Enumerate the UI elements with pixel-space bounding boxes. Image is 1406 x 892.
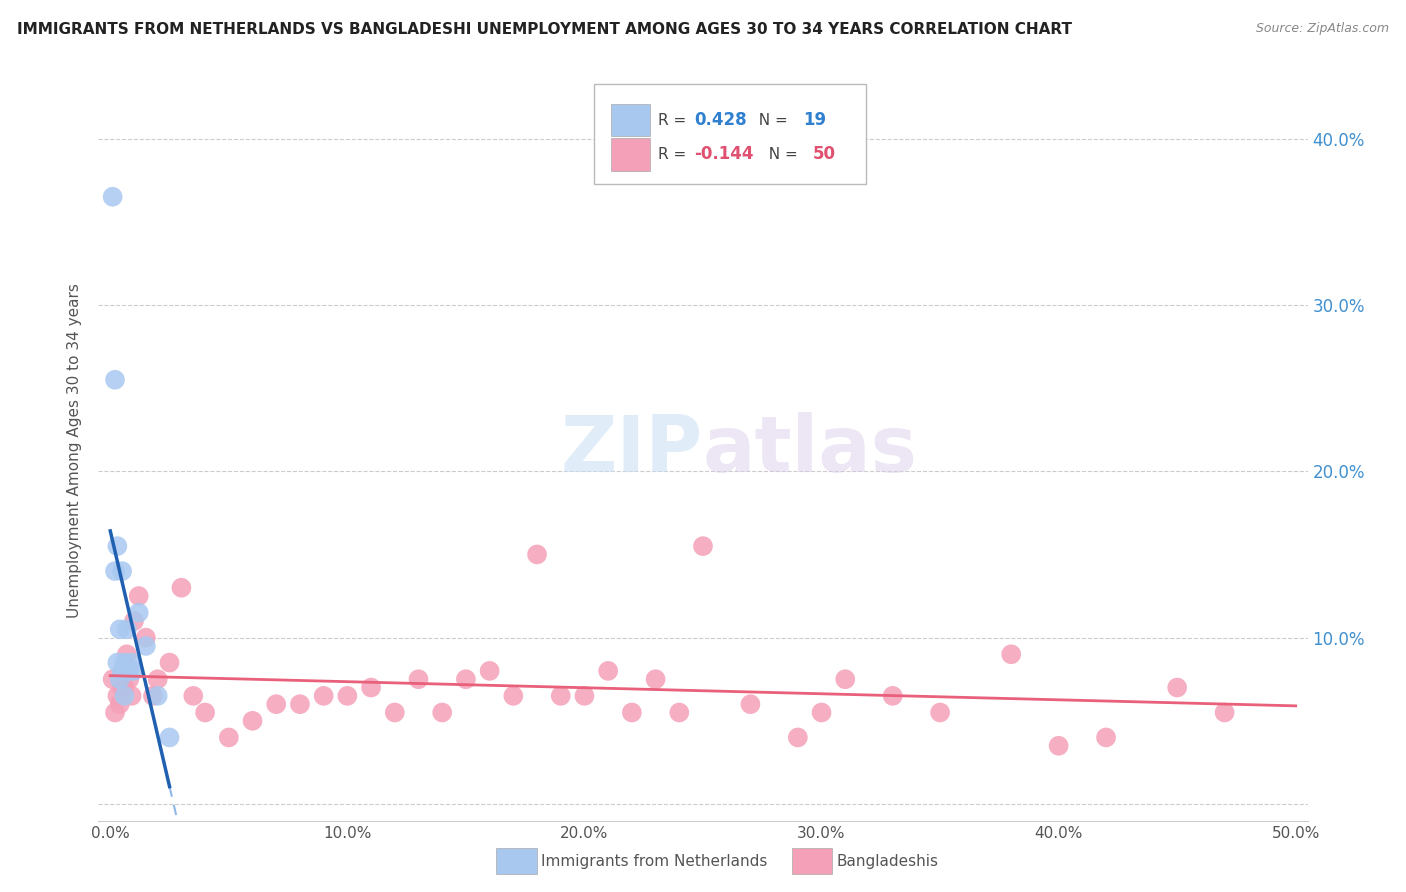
Point [526,548,548,562]
Point [146,672,169,686]
Point [242,714,264,728]
Point [194,706,217,720]
Text: ZIP: ZIP [561,412,703,489]
Point [101,672,124,686]
Text: IMMIGRANTS FROM NETHERLANDS VS BANGLADESHI UNEMPLOYMENT AMONG AGES 30 TO 34 YEAR: IMMIGRANTS FROM NETHERLANDS VS BANGLADES… [17,22,1071,37]
Text: -0.144: -0.144 [695,145,754,163]
Point [114,656,136,670]
Text: atlas: atlas [703,412,918,489]
Point [288,697,311,711]
Point [1000,647,1022,661]
Point [104,706,127,720]
Point [104,373,127,387]
Point [111,564,134,578]
Point [1213,706,1236,720]
Point [101,190,124,204]
Point [105,656,128,670]
Point [114,689,136,703]
Point [108,697,131,711]
Text: N =: N = [759,147,803,161]
Text: Source: ZipAtlas.com: Source: ZipAtlas.com [1256,22,1389,36]
Point [128,606,150,620]
Point [312,689,335,703]
Point [170,581,193,595]
Point [336,689,359,703]
Point [454,672,477,686]
Point [122,664,145,678]
Point [644,672,666,686]
Text: 50: 50 [813,145,837,163]
Point [118,672,141,686]
Point [834,672,856,686]
Point [218,731,240,745]
Point [692,539,714,553]
Point [135,631,157,645]
Point [882,689,904,703]
Point [121,689,143,703]
Point [146,689,169,703]
Point [114,681,136,695]
Point [159,731,181,745]
Text: Immigrants from Netherlands: Immigrants from Netherlands [541,855,768,869]
Point [478,664,501,678]
Point [128,589,150,603]
Text: 0.428: 0.428 [695,112,747,129]
Point [620,706,643,720]
Point [264,697,287,711]
Text: 19: 19 [803,112,827,129]
Text: N =: N = [749,112,793,128]
Point [108,623,131,637]
Point [360,681,382,695]
Point [740,697,762,711]
Y-axis label: Unemployment Among Ages 30 to 34 years: Unemployment Among Ages 30 to 34 years [67,283,83,618]
Point [159,656,181,670]
Text: Bangladeshis: Bangladeshis [837,855,939,869]
Point [1095,731,1118,745]
Point [111,681,134,695]
Point [104,564,127,578]
Point [105,539,128,553]
Point [105,689,128,703]
Point [929,706,952,720]
Point [118,664,141,678]
Point [122,614,145,628]
Point [1047,739,1070,753]
Point [550,689,572,703]
Point [142,689,165,703]
Text: R =: R = [658,147,692,161]
FancyBboxPatch shape [612,138,650,170]
Point [115,647,138,661]
Point [574,689,596,703]
Point [786,731,808,745]
Point [668,706,690,720]
Point [108,672,131,686]
FancyBboxPatch shape [612,103,650,136]
Point [135,639,157,653]
Point [1166,681,1188,695]
Point [432,706,454,720]
Point [384,706,406,720]
FancyBboxPatch shape [595,84,866,184]
Point [810,706,832,720]
Point [121,656,143,670]
Point [502,689,524,703]
Point [111,664,134,678]
Point [115,623,138,637]
Point [181,689,204,703]
Text: R =: R = [658,112,692,128]
Point [408,672,430,686]
Point [598,664,620,678]
